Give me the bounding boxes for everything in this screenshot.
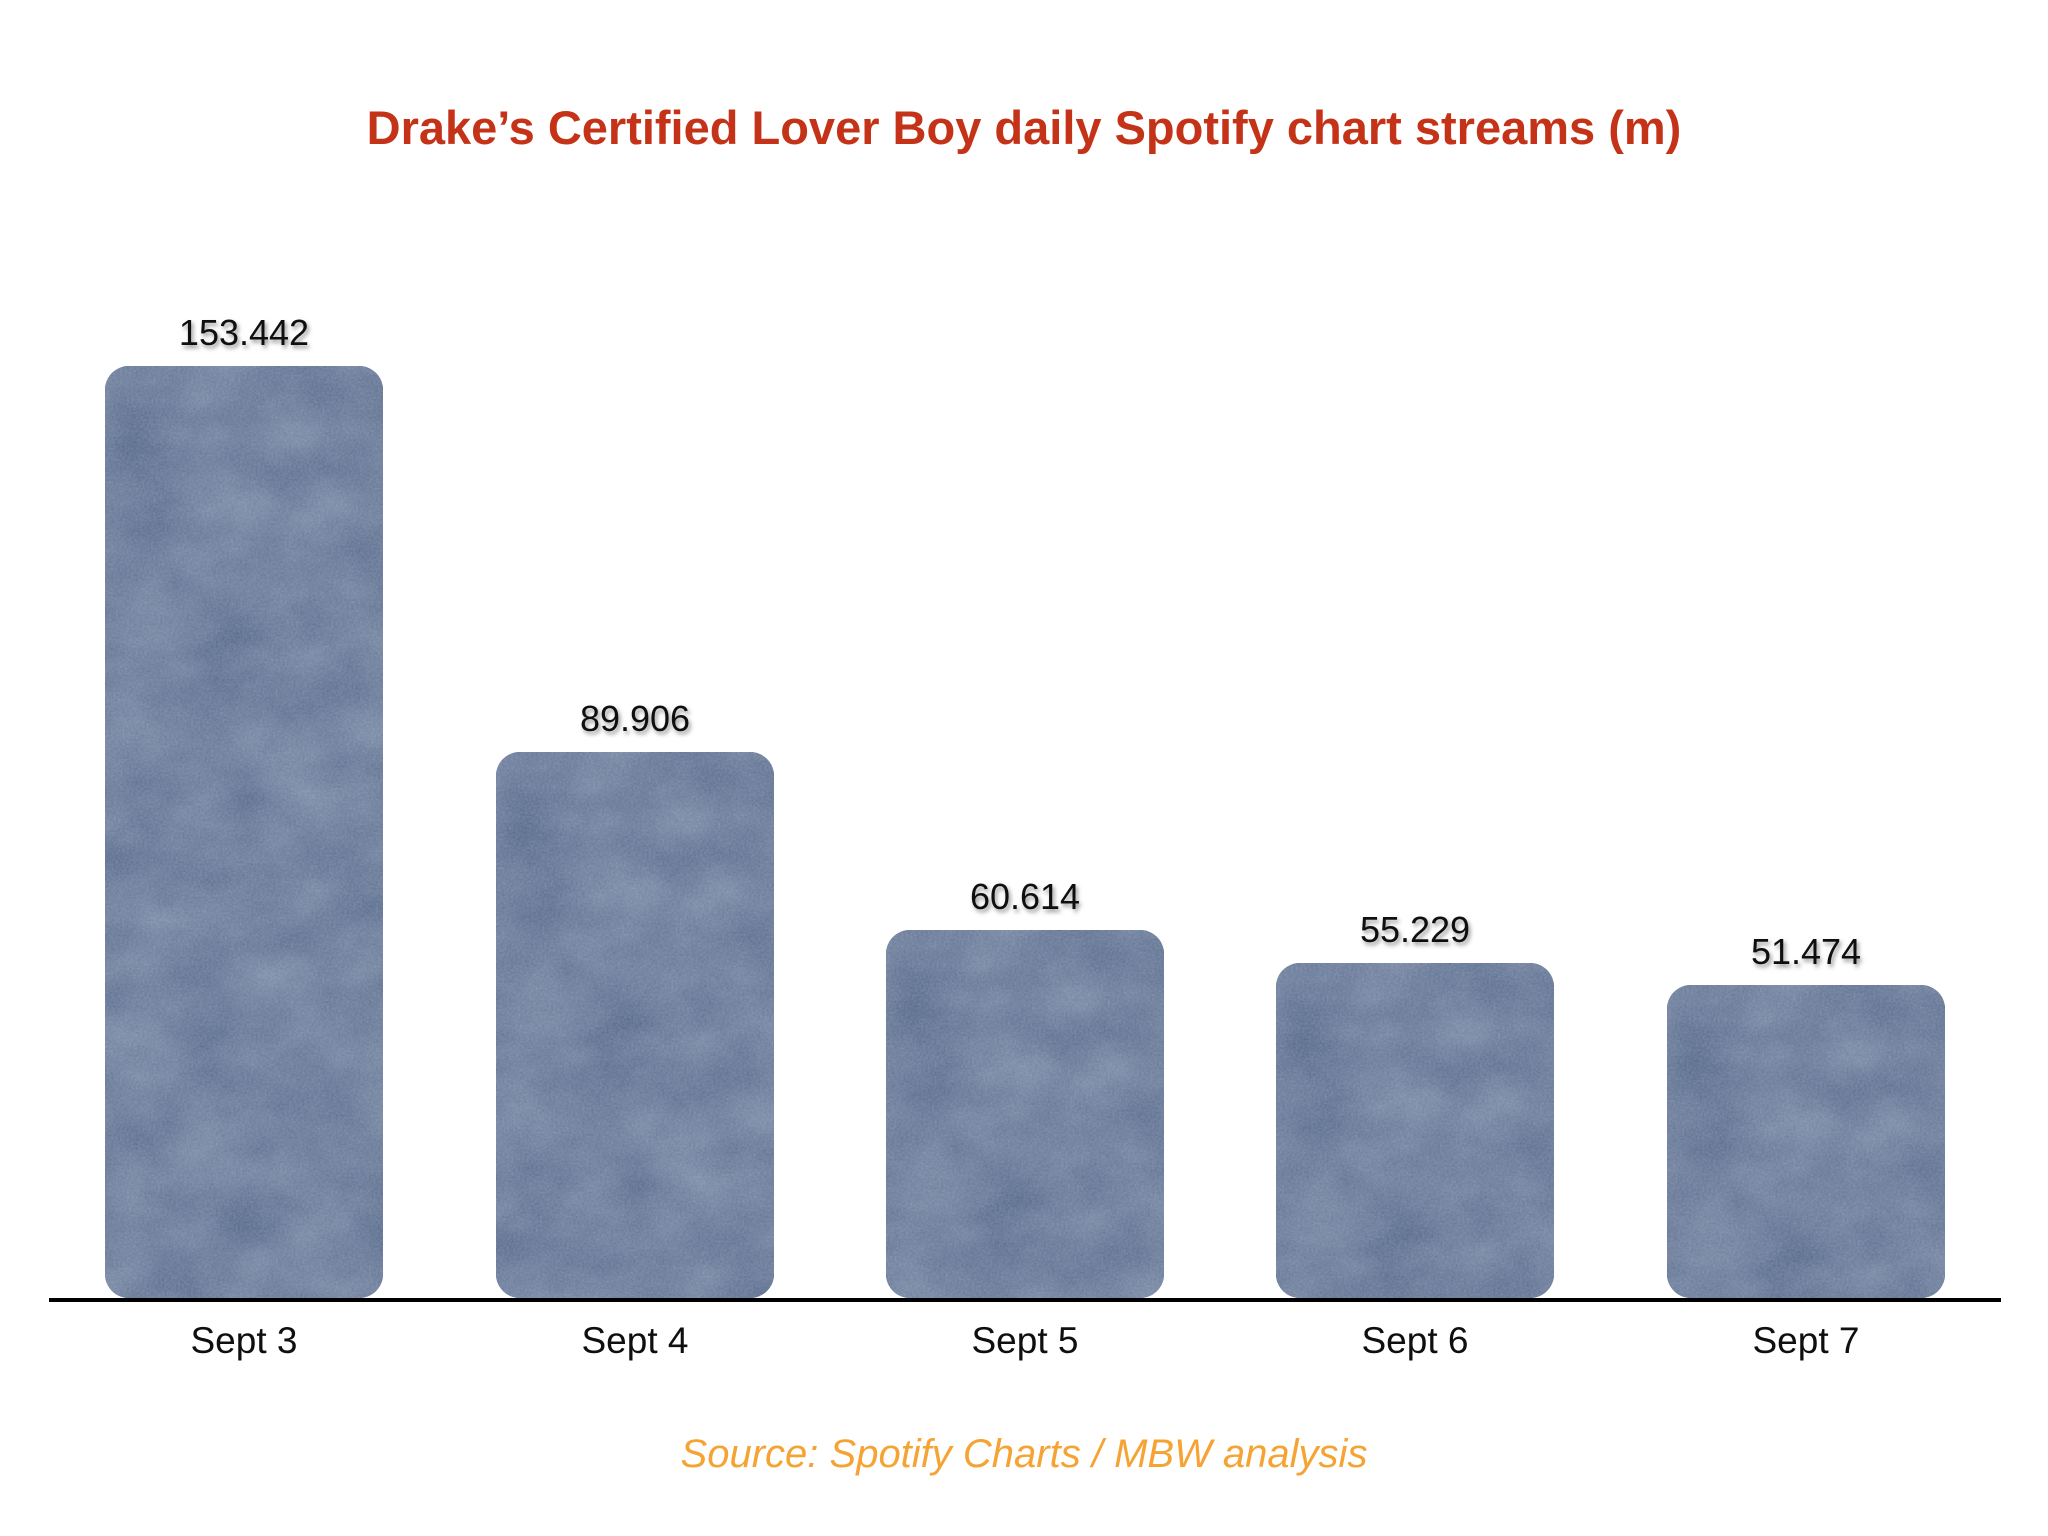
bar-value-label: 60.614 [969, 876, 1081, 917]
x-axis-label: Sept 5 [971, 1320, 1079, 1361]
x-axis-line [49, 1298, 2001, 1302]
bar-sept-7 [1667, 985, 1945, 1298]
bar-sept-4 [496, 752, 774, 1298]
bar-value-label: 89.906 [579, 698, 691, 739]
denim-texture [1276, 963, 1554, 1298]
source-note: Source: Spotify Charts / MBW analysis [680, 1432, 1368, 1476]
denim-texture [886, 930, 1164, 1298]
bar-sept-6 [1276, 963, 1554, 1298]
x-axis-label: Sept 6 [1361, 1320, 1469, 1361]
x-axis-label: Sept 7 [1752, 1320, 1860, 1361]
denim-texture [496, 752, 774, 1298]
bar-value-label: 51.474 [1750, 931, 1862, 972]
bar-value-label: 153.442 [178, 312, 310, 353]
bar-value-label: 55.229 [1359, 909, 1471, 950]
bar-sept-3 [105, 366, 383, 1298]
bar-sept-5 [886, 930, 1164, 1298]
plot-area: 153.442 89.906 60.614 55.229 51.474 [49, 280, 2001, 1298]
x-axis-row: Sept 3 Sept 4 Sept 5 Sept 6 Sept 7 [49, 1320, 2001, 1380]
chart-title: Drake’s Certified Lover Boy daily Spotif… [366, 101, 1682, 154]
denim-texture [1667, 985, 1945, 1298]
x-axis-label: Sept 3 [190, 1320, 298, 1361]
denim-texture [105, 366, 383, 1298]
x-axis-label: Sept 4 [581, 1320, 689, 1361]
